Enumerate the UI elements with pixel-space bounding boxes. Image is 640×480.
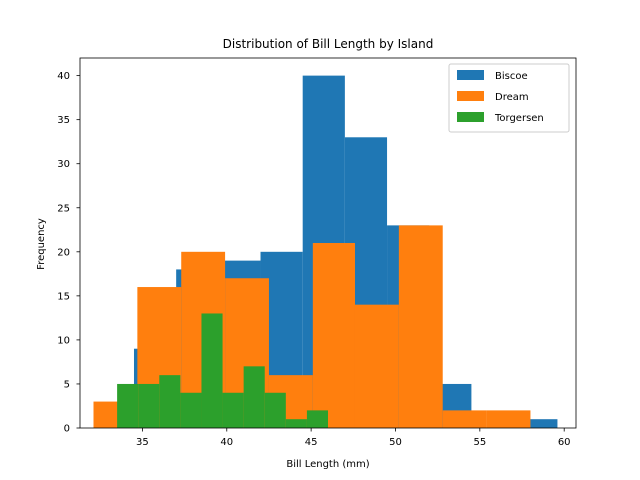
y-tick-label: 15	[57, 291, 70, 302]
legend-label-dream: Dream	[495, 92, 529, 103]
x-tick-label: 55	[473, 437, 486, 448]
axes-frame	[79, 57, 577, 429]
y-axis-label: Frequency	[36, 218, 47, 270]
legend-label-torgersen: Torgersen	[494, 113, 544, 124]
series-torgersen	[117, 313, 328, 428]
y-tick-label: 5	[64, 379, 70, 390]
bar-torgersen-3	[180, 392, 202, 428]
x-tick-label: 45	[305, 437, 318, 448]
x-tick-label: 60	[558, 437, 571, 448]
bar-torgersen-1	[138, 383, 160, 428]
legend-swatch-dream	[457, 91, 484, 101]
x-tick-label: 40	[220, 437, 233, 448]
y-tick-label: 0	[64, 424, 70, 435]
y-tick-label: 10	[57, 335, 70, 346]
bar-dream-6	[354, 304, 399, 428]
chart-title: Distribution of Bill Length by Island	[223, 37, 434, 51]
y-tick-label: 40	[57, 71, 70, 82]
bar-dream-8	[442, 410, 487, 428]
x-tick-label: 50	[389, 437, 402, 448]
bar-torgersen-6	[243, 366, 265, 428]
bar-dream-7	[398, 225, 443, 428]
x-axis-label: Bill Length (mm)	[286, 459, 369, 470]
x-tick-label: 35	[136, 437, 149, 448]
y-tick-label: 30	[57, 159, 70, 170]
bars-layer	[93, 75, 558, 429]
x-axis-ticks: 35 40 45 50 55 60	[136, 428, 571, 448]
y-tick-label: 35	[57, 115, 70, 126]
legend-swatch-biscoe	[457, 70, 484, 80]
legend: Biscoe Dream Torgersen	[448, 63, 570, 133]
bar-torgersen-8	[285, 419, 307, 428]
bar-dream-9	[486, 410, 531, 428]
y-tick-label: 25	[57, 203, 70, 214]
bar-torgersen-0	[117, 383, 139, 428]
bar-biscoe-9	[513, 419, 558, 428]
bar-torgersen-2	[159, 375, 181, 428]
bar-torgersen-5	[222, 392, 244, 428]
bar-dream-5	[312, 243, 355, 428]
bar-torgersen-4	[201, 313, 223, 428]
bar-torgersen-9	[306, 410, 328, 428]
y-tick-label: 20	[57, 247, 70, 258]
legend-swatch-torgersen	[457, 112, 484, 122]
y-axis-ticks: 0 5 10 15 20 25 30 35 40	[57, 71, 80, 435]
legend-label-biscoe: Biscoe	[495, 71, 528, 82]
series-dream	[93, 225, 531, 428]
bar-torgersen-7	[264, 392, 286, 428]
